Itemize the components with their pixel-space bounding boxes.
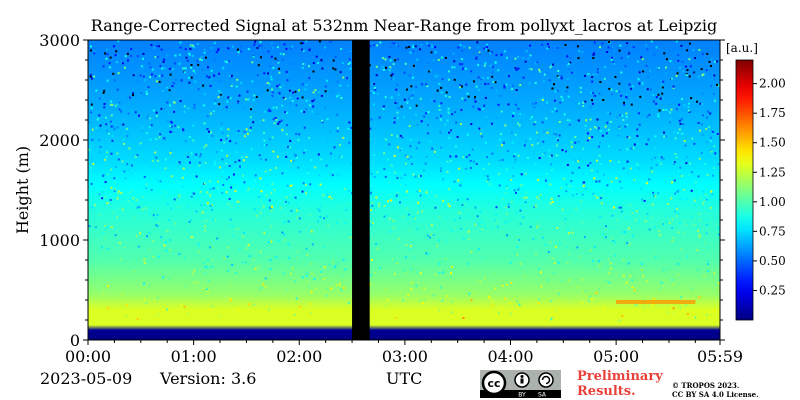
copyright-line-1: © TROPOS 2023.: [672, 381, 740, 390]
colorbar-unit: [a.u.]: [726, 41, 758, 55]
copyright-note: © TROPOS 2023. CC BY SA 4.0 License.: [672, 381, 759, 399]
copyright-line-2: CC BY SA 4.0 License.: [672, 390, 759, 399]
x-tick-label: 02:00: [276, 347, 322, 366]
colorbar-tick-label: 2.00: [759, 77, 786, 91]
y-tick-label: 0: [70, 331, 80, 350]
version-label: Version: 3.6: [160, 369, 257, 388]
colorbar-tick-label: 1.50: [759, 136, 786, 150]
y-tick-label: 2000: [39, 131, 80, 150]
cc-license-badge: cc BY SA: [480, 370, 561, 398]
svg-text:cc: cc: [487, 377, 500, 390]
preliminary-line-1: Preliminary: [577, 369, 663, 384]
plot-frame: [87, 39, 721, 341]
heatmap-field: [88, 40, 720, 340]
preliminary-note: Preliminary Results.: [577, 369, 663, 399]
x-axis-label: UTC: [386, 369, 423, 388]
svg-text:BY: BY: [518, 392, 526, 399]
colorbar-tick-label: 0.75: [759, 224, 786, 238]
data-gap: [352, 40, 370, 340]
y-axis-label: Height (m): [13, 146, 32, 234]
x-tick-label: 03:00: [382, 347, 428, 366]
colorbar-tick-label: 1.75: [759, 106, 786, 120]
y-tick-label: 3000: [39, 31, 80, 50]
y-tick-label: 1000: [39, 231, 80, 250]
aerosol-layer-feature: [616, 300, 696, 304]
chart-title: Range-Corrected Signal at 532nm Near-Ran…: [90, 16, 718, 35]
x-tick-label: 05:00: [593, 347, 639, 366]
x-tick-label: 05:59: [697, 347, 743, 366]
colorbar-tick-label: 1.25: [759, 165, 786, 179]
colorbar-tick-label: 1.00: [759, 195, 786, 209]
x-tick-label: 00:00: [65, 347, 111, 366]
preliminary-line-2: Results.: [577, 384, 636, 399]
colorbar: [735, 59, 754, 321]
x-tick-label: 04:00: [487, 347, 533, 366]
date-label: 2023-05-09: [40, 369, 133, 388]
colorbar-tick-label: 0.25: [759, 283, 786, 297]
colorbar-tick-label: 0.50: [759, 254, 786, 268]
svg-text:SA: SA: [538, 392, 547, 399]
x-tick-label: 01:00: [171, 347, 217, 366]
